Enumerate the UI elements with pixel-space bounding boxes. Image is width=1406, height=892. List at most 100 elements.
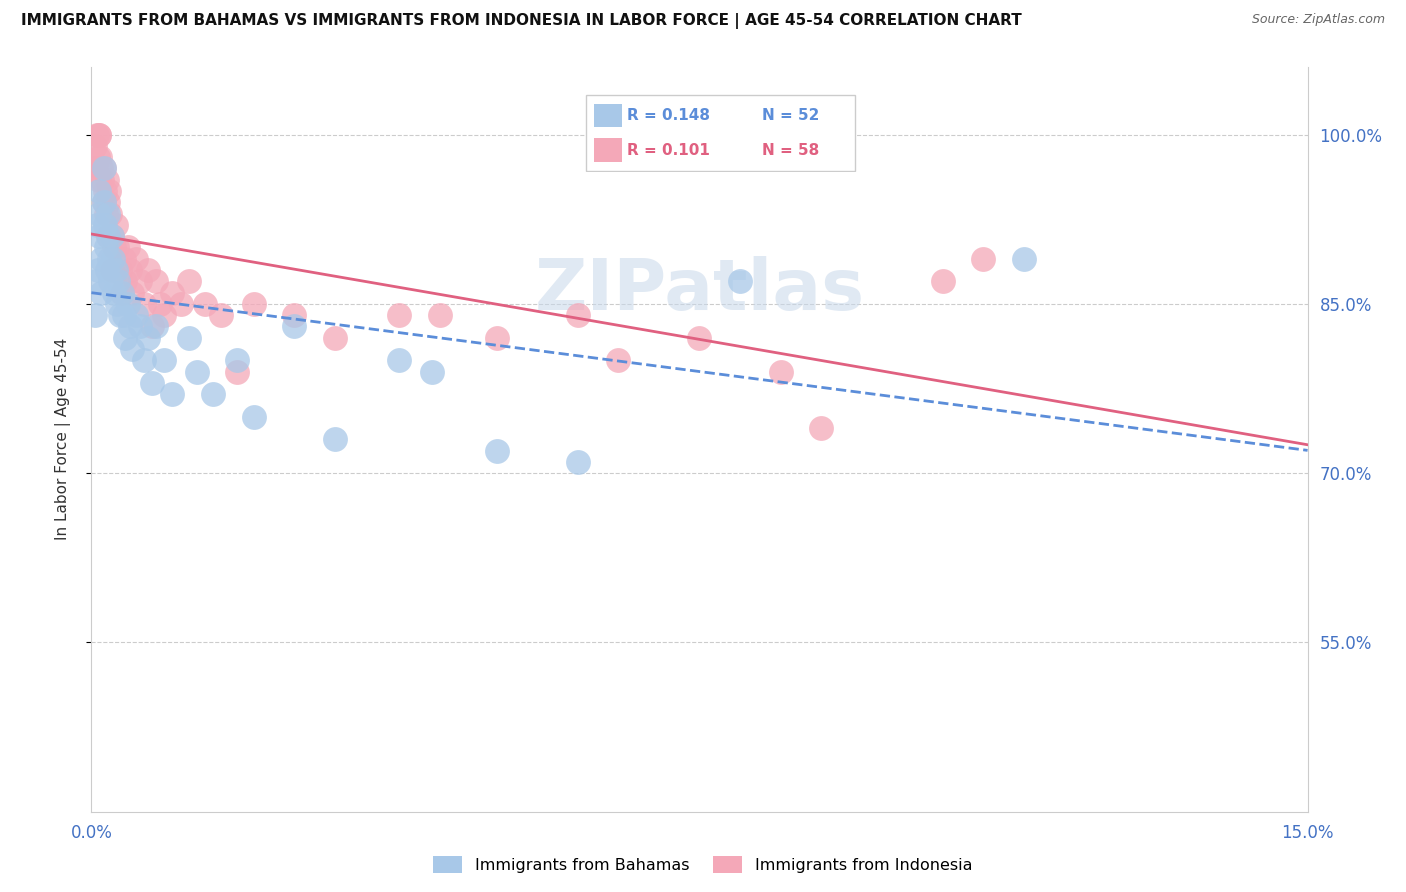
Point — [125, 252, 148, 266]
Point — [194, 297, 217, 311]
Point — [87, 150, 110, 164]
Point — [97, 195, 120, 210]
Text: IMMIGRANTS FROM BAHAMAS VS IMMIGRANTS FROM INDONESIA IN LABOR FORCE | AGE 45-54 : IMMIGRANTS FROM BAHAMAS VS IMMIGRANTS FR… — [21, 13, 1022, 29]
Point — [114, 331, 136, 345]
Point — [132, 353, 155, 368]
Point — [242, 409, 264, 424]
Point — [84, 139, 107, 153]
Point — [86, 128, 108, 142]
Point — [87, 173, 110, 187]
Point — [769, 365, 792, 379]
Point — [567, 455, 589, 469]
Point — [153, 353, 176, 368]
Point — [117, 297, 139, 311]
FancyBboxPatch shape — [586, 95, 855, 170]
Point — [84, 308, 107, 322]
Point — [98, 206, 121, 220]
Point — [117, 240, 139, 254]
Point — [169, 297, 191, 311]
Point — [94, 218, 117, 232]
Text: N = 58: N = 58 — [762, 143, 818, 158]
Point — [242, 297, 264, 311]
Point — [121, 342, 143, 356]
Point — [162, 285, 184, 300]
Point — [429, 308, 451, 322]
Point — [114, 274, 136, 288]
Point — [728, 274, 751, 288]
Text: Source: ZipAtlas.com: Source: ZipAtlas.com — [1251, 13, 1385, 27]
Point — [931, 274, 953, 288]
Point — [145, 274, 167, 288]
Point — [810, 421, 832, 435]
Point — [89, 206, 111, 220]
Point — [89, 150, 111, 164]
Point — [972, 252, 994, 266]
Point — [111, 285, 134, 300]
Point — [89, 128, 111, 142]
Point — [136, 331, 159, 345]
Point — [145, 319, 167, 334]
Point — [485, 443, 508, 458]
Point — [129, 319, 152, 334]
Point — [186, 365, 208, 379]
Point — [93, 161, 115, 176]
Point — [100, 229, 122, 244]
Point — [120, 263, 142, 277]
Point — [98, 252, 121, 266]
FancyBboxPatch shape — [595, 103, 621, 128]
Point — [104, 263, 127, 277]
Point — [323, 331, 346, 345]
Point — [98, 274, 121, 288]
Point — [388, 308, 411, 322]
Point — [84, 161, 107, 176]
Point — [87, 263, 110, 277]
Point — [103, 240, 125, 254]
Point — [97, 229, 120, 244]
Point — [323, 433, 346, 447]
Point — [125, 308, 148, 322]
Point — [90, 161, 112, 176]
Point — [94, 206, 117, 220]
Point — [97, 229, 120, 244]
Point — [86, 218, 108, 232]
Point — [177, 331, 200, 345]
Point — [420, 365, 443, 379]
FancyBboxPatch shape — [595, 138, 621, 162]
Point — [90, 173, 112, 187]
Point — [688, 331, 710, 345]
Legend: Immigrants from Bahamas, Immigrants from Indonesia: Immigrants from Bahamas, Immigrants from… — [427, 849, 979, 880]
Text: R = 0.148: R = 0.148 — [627, 108, 710, 123]
Point — [112, 252, 135, 266]
Y-axis label: In Labor Force | Age 45-54: In Labor Force | Age 45-54 — [55, 338, 70, 541]
Point — [209, 308, 232, 322]
Point — [141, 376, 163, 390]
Point — [607, 353, 630, 368]
Point — [283, 308, 305, 322]
Point — [105, 240, 128, 254]
Point — [96, 263, 118, 277]
Point — [567, 308, 589, 322]
Point — [162, 387, 184, 401]
Point — [93, 195, 115, 210]
Point — [103, 252, 125, 266]
Point — [121, 285, 143, 300]
Point — [388, 353, 411, 368]
Point — [153, 308, 176, 322]
Point — [129, 274, 152, 288]
Point — [100, 229, 122, 244]
Point — [94, 184, 117, 198]
Point — [136, 263, 159, 277]
Point — [283, 319, 305, 334]
Point — [103, 285, 125, 300]
Point — [90, 285, 112, 300]
Point — [96, 173, 118, 187]
Point — [107, 274, 129, 288]
Point — [141, 319, 163, 334]
Point — [89, 184, 111, 198]
Text: N = 52: N = 52 — [762, 108, 820, 123]
Point — [112, 308, 135, 322]
Point — [1012, 252, 1035, 266]
Point — [120, 319, 142, 334]
Point — [84, 274, 107, 288]
Point — [89, 229, 111, 244]
